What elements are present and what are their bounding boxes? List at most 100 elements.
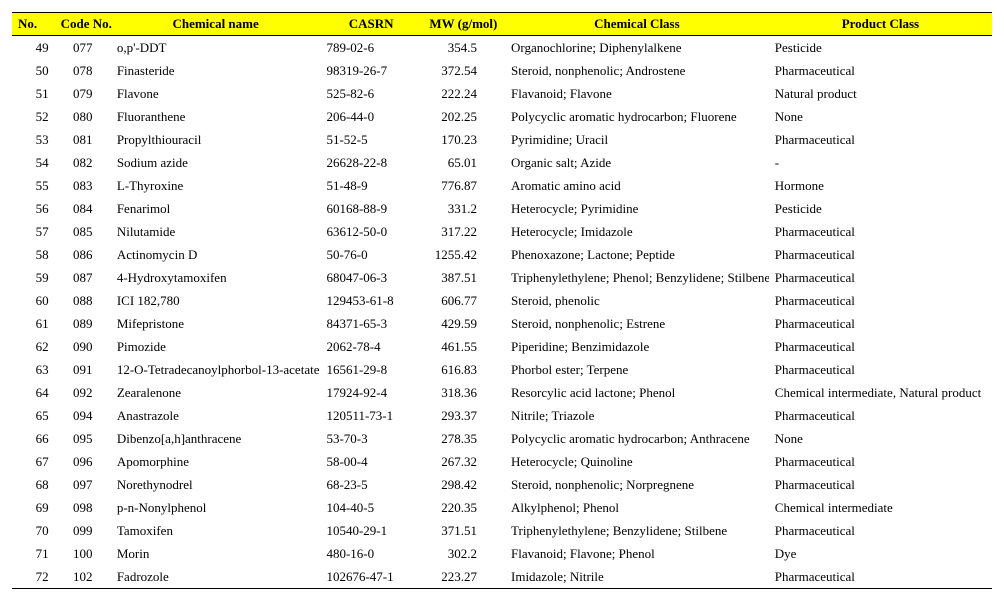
cell-no: 63	[12, 358, 55, 381]
cell-casrn: 120511-73-1	[320, 404, 421, 427]
cell-name: ICI 182,780	[111, 289, 321, 312]
cell-casrn: 16561-29-8	[320, 358, 421, 381]
cell-mw: 222.24	[422, 82, 505, 105]
cell-prod: Pharmaceutical	[769, 450, 992, 473]
cell-name: Flavone	[111, 82, 321, 105]
cell-mw: 293.37	[422, 404, 505, 427]
cell-name: Norethynodrel	[111, 473, 321, 496]
col-header-code: Code No.	[55, 13, 111, 36]
cell-code: 077	[55, 36, 111, 60]
cell-code: 092	[55, 381, 111, 404]
cell-no: 61	[12, 312, 55, 335]
cell-mw: 170.23	[422, 128, 505, 151]
cell-no: 71	[12, 542, 55, 565]
cell-prod: Pharmaceutical	[769, 243, 992, 266]
cell-mw: 372.54	[422, 59, 505, 82]
cell-mw: 302.2	[422, 542, 505, 565]
col-header-prod: Product Class	[769, 13, 992, 36]
cell-chem: Steroid, nonphenolic; Estrene	[505, 312, 769, 335]
cell-name: Finasteride	[111, 59, 321, 82]
cell-chem: Piperidine; Benzimidazole	[505, 335, 769, 358]
table-row: 62090Pimozide2062-78-4461.55Piperidine; …	[12, 335, 992, 358]
cell-prod: Pharmaceutical	[769, 358, 992, 381]
table-row: 68097Norethynodrel68-23-5298.42Steroid, …	[12, 473, 992, 496]
table-row: 57085Nilutamide63612-50-0317.22Heterocyc…	[12, 220, 992, 243]
cell-prod: Hormone	[769, 174, 992, 197]
cell-prod: Pharmaceutical	[769, 519, 992, 542]
cell-prod: Pharmaceutical	[769, 312, 992, 335]
cell-no: 54	[12, 151, 55, 174]
cell-code: 082	[55, 151, 111, 174]
cell-mw: 278.35	[422, 427, 505, 450]
cell-chem: Nitrile; Triazole	[505, 404, 769, 427]
cell-no: 65	[12, 404, 55, 427]
table-row: 67096Apomorphine58-00-4267.32Heterocycle…	[12, 450, 992, 473]
cell-prod: Pharmaceutical	[769, 220, 992, 243]
cell-name: Fenarimol	[111, 197, 321, 220]
table-row: 69098p-n-Nonylphenol104-40-5220.35Alkylp…	[12, 496, 992, 519]
table-row: 60088ICI 182,780129453-61-8606.77Steroid…	[12, 289, 992, 312]
cell-mw: 606.77	[422, 289, 505, 312]
cell-code: 078	[55, 59, 111, 82]
cell-chem: Triphenylethylene; Phenol; Benzylidene; …	[505, 266, 769, 289]
cell-code: 080	[55, 105, 111, 128]
cell-prod: Pharmaceutical	[769, 473, 992, 496]
header-row: No. Code No. Chemical name CASRN MW (g/m…	[12, 13, 992, 36]
cell-casrn: 58-00-4	[320, 450, 421, 473]
cell-no: 55	[12, 174, 55, 197]
cell-mw: 65.01	[422, 151, 505, 174]
cell-casrn: 63612-50-0	[320, 220, 421, 243]
cell-mw: 318.36	[422, 381, 505, 404]
cell-casrn: 84371-65-3	[320, 312, 421, 335]
cell-prod: Pesticide	[769, 197, 992, 220]
cell-casrn: 525-82-6	[320, 82, 421, 105]
cell-mw: 317.22	[422, 220, 505, 243]
table-row: 51079Flavone525-82-6222.24Flavanoid; Fla…	[12, 82, 992, 105]
table-row: 55083L-Thyroxine51-48-9776.87Aromatic am…	[12, 174, 992, 197]
cell-name: Anastrazole	[111, 404, 321, 427]
cell-name: Nilutamide	[111, 220, 321, 243]
cell-prod: -	[769, 151, 992, 174]
cell-code: 100	[55, 542, 111, 565]
cell-no: 49	[12, 36, 55, 60]
cell-name: Dibenzo[a,h]anthracene	[111, 427, 321, 450]
cell-code: 102	[55, 565, 111, 589]
cell-name: p-n-Nonylphenol	[111, 496, 321, 519]
cell-name: Fluoranthene	[111, 105, 321, 128]
table-row: 50078Finasteride98319-26-7372.54Steroid,…	[12, 59, 992, 82]
cell-code: 090	[55, 335, 111, 358]
cell-no: 60	[12, 289, 55, 312]
cell-casrn: 68-23-5	[320, 473, 421, 496]
cell-prod: Pharmaceutical	[769, 565, 992, 589]
chemical-table: No. Code No. Chemical name CASRN MW (g/m…	[12, 12, 992, 589]
cell-prod: Pharmaceutical	[769, 266, 992, 289]
cell-code: 099	[55, 519, 111, 542]
cell-casrn: 26628-22-8	[320, 151, 421, 174]
table-body: 49077o,p'-DDT789-02-6354.5Organochlorine…	[12, 36, 992, 589]
cell-code: 091	[55, 358, 111, 381]
cell-name: o,p'-DDT	[111, 36, 321, 60]
cell-prod: Pharmaceutical	[769, 289, 992, 312]
cell-casrn: 129453-61-8	[320, 289, 421, 312]
cell-no: 51	[12, 82, 55, 105]
cell-mw: 776.87	[422, 174, 505, 197]
cell-casrn: 17924-92-4	[320, 381, 421, 404]
cell-code: 086	[55, 243, 111, 266]
cell-name: Tamoxifen	[111, 519, 321, 542]
cell-mw: 1255.42	[422, 243, 505, 266]
cell-casrn: 102676-47-1	[320, 565, 421, 589]
cell-code: 081	[55, 128, 111, 151]
cell-mw: 202.25	[422, 105, 505, 128]
cell-chem: Organic salt; Azide	[505, 151, 769, 174]
cell-name: Actinomycin D	[111, 243, 321, 266]
cell-name: Morin	[111, 542, 321, 565]
table-row: 49077o,p'-DDT789-02-6354.5Organochlorine…	[12, 36, 992, 60]
cell-mw: 387.51	[422, 266, 505, 289]
col-header-chem: Chemical Class	[505, 13, 769, 36]
cell-prod: Pharmaceutical	[769, 59, 992, 82]
cell-mw: 223.27	[422, 565, 505, 589]
cell-code: 089	[55, 312, 111, 335]
cell-casrn: 206-44-0	[320, 105, 421, 128]
cell-chem: Polycyclic aromatic hydrocarbon; Fluoren…	[505, 105, 769, 128]
cell-prod: Pharmaceutical	[769, 128, 992, 151]
